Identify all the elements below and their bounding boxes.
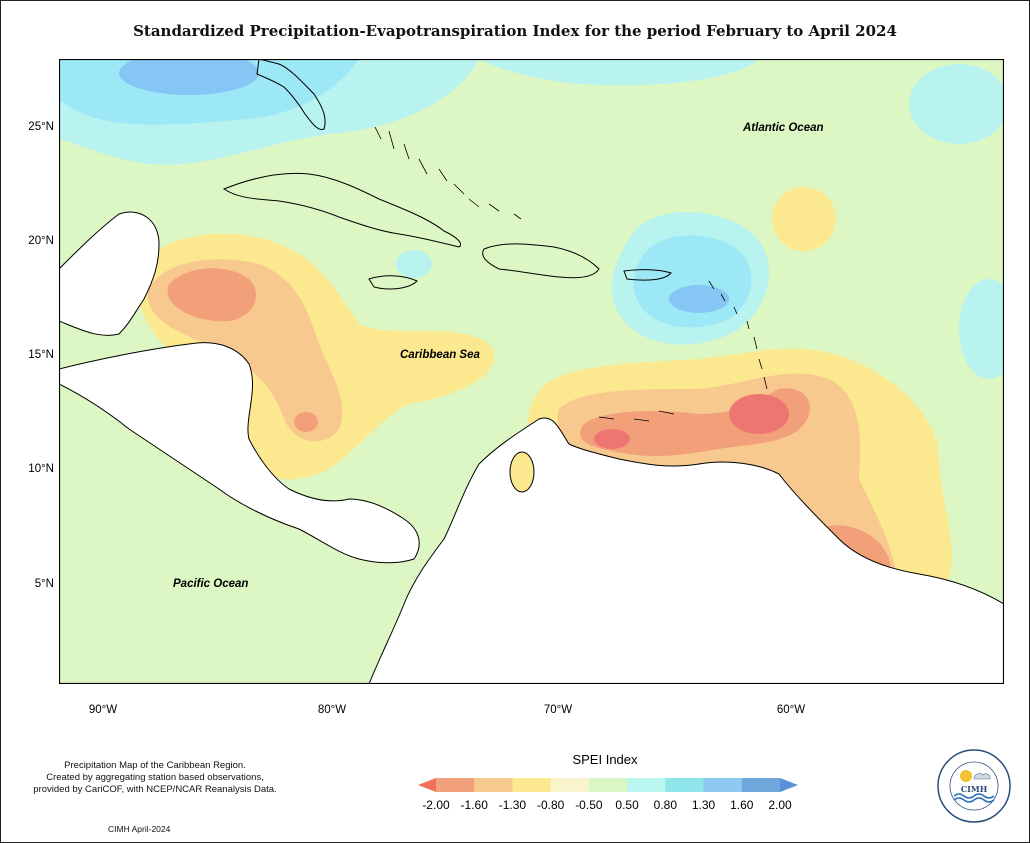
legend-swatch: [550, 778, 590, 792]
lat-tick-5n: 5°N: [34, 578, 54, 590]
legend-swatch: [588, 778, 628, 792]
map-notes: Precipitation Map of the Caribbean Regio…: [10, 760, 300, 796]
legend-tick-label: 0.80: [653, 798, 677, 812]
legend-tick-label: 1.60: [730, 798, 754, 812]
legend-tick-label: -2.00: [422, 798, 450, 812]
legend-arrow-low: [418, 778, 436, 792]
legend-swatch: [474, 778, 513, 792]
legend-tick-label: 2.00: [768, 798, 792, 812]
sun-icon: [960, 770, 972, 782]
lon-tick-80w: 80°W: [317, 704, 347, 716]
legend-swatch: [627, 778, 666, 792]
legend-title: SPEI Index: [572, 752, 638, 767]
spei-map[interactable]: [59, 59, 1004, 684]
logo-text: CIMH: [961, 784, 988, 794]
wet-anomaly-eastern-caribbean: [396, 212, 1004, 379]
map-title: Standardized Precipitation-Evapotranspir…: [133, 22, 897, 40]
legend-tick-label: -0.80: [536, 798, 565, 812]
cloud-icon: [973, 773, 991, 780]
small-islands: [374, 126, 768, 422]
legend-tick-label: 0.50: [615, 798, 639, 812]
legend-tick-label: 1.30: [691, 798, 716, 812]
waves-icon: [953, 793, 995, 799]
label-caribbean-sea: Caribbean Sea: [400, 349, 480, 361]
credit-text: CIMH April-2024: [108, 824, 171, 834]
legend-swatch: [512, 778, 552, 792]
label-atlantic-ocean: Atlantic Ocean: [743, 122, 824, 134]
legend-swatch: [741, 778, 781, 792]
note-line: Precipitation Map of the Caribbean Regio…: [64, 760, 246, 771]
legend-swatch: [703, 778, 743, 792]
note-line: provided by CariCOF, with NCEP/NCAR Rean…: [33, 784, 277, 795]
land-antilles: [368, 243, 672, 290]
lon-tick-60w: 60°W: [776, 704, 806, 716]
legend-tick-label: -1.30: [498, 798, 527, 812]
legend-colorbar: [418, 778, 798, 792]
lat-tick-10n: 10°N: [28, 463, 54, 475]
lon-tick-90w: 90°W: [88, 704, 118, 716]
land-north-america: [59, 59, 462, 564]
legend-arrow-high: [780, 778, 798, 792]
land-south-america: [368, 417, 1004, 684]
legend-tick-label: -0.50: [575, 798, 603, 812]
lat-tick-15n: 15°N: [28, 349, 54, 361]
label-pacific-ocean: Pacific Ocean: [173, 578, 249, 590]
lat-tick-25n: 25°N: [28, 121, 54, 133]
legend-swatch: [665, 778, 705, 792]
lat-tick-20n: 20°N: [28, 235, 54, 247]
cimh-logo: CIMH: [937, 749, 1011, 823]
map-border: [59, 59, 1004, 684]
legend-swatch: [436, 778, 475, 792]
lon-tick-70w: 70°W: [543, 704, 573, 716]
wet-anomaly-north: [59, 59, 1004, 165]
note-line: Created by aggregating station based obs…: [46, 772, 264, 783]
legend-tick-label: -1.60: [460, 798, 488, 812]
